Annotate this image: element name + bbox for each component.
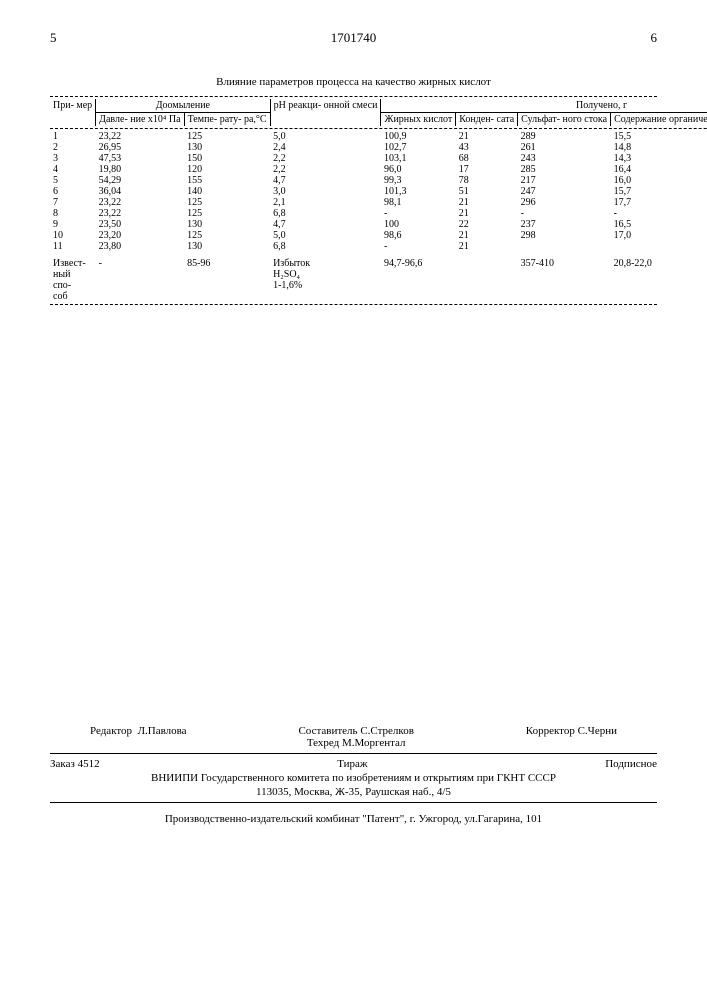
header-temp: Темпе- рату- ра,°С bbox=[184, 113, 270, 127]
known-method-row: Извест- ный спо- соб-85-96Избыток H₂SO₄ … bbox=[50, 252, 707, 302]
header-fatty: Жирных кислот bbox=[381, 113, 456, 127]
publisher-line: Производственно-издательский комбинат "П… bbox=[50, 813, 657, 825]
document-number: 1701740 bbox=[57, 30, 651, 46]
header-group-doomylenie: Доомыление bbox=[96, 99, 270, 113]
table-row: 636,041403,0101,35124715,7183 bbox=[50, 186, 707, 197]
table-row: 347,531502,2103,16824314,3196 bbox=[50, 153, 707, 164]
header-example: При- мер bbox=[50, 99, 96, 126]
table-title: Влияние параметров процесса на качество … bbox=[50, 76, 657, 88]
table-row: 419,801202,296,01728516,4184 bbox=[50, 164, 707, 175]
divider bbox=[50, 753, 657, 754]
header-group-received: Получено, г bbox=[381, 99, 707, 113]
page-right: 6 bbox=[651, 30, 658, 46]
table-row: 554,291554,799,37821716,0182 bbox=[50, 175, 707, 186]
table-row: 723,221252,198,12129617,7176 bbox=[50, 197, 707, 208]
divider bbox=[50, 96, 657, 97]
table-row: 1123,801306,8-21Нет четкого отделе- ния bbox=[50, 241, 707, 252]
page-header: 5 1701740 6 bbox=[50, 30, 657, 46]
header-condensate: Конден- сата bbox=[456, 113, 518, 127]
divider bbox=[50, 304, 657, 305]
footer: Редактор Л.Павлова Составитель С.Стрелко… bbox=[50, 725, 657, 825]
address-line: 113035, Москва, Ж-35, Раушская наб., 4/5 bbox=[50, 786, 657, 798]
table-row: 226,951302,4102,74326114,8194 bbox=[50, 142, 707, 153]
data-table: При- мер Доомыление pH реакци- онной сме… bbox=[50, 99, 707, 302]
table-row: 1023,201255,098,62129817,0180 bbox=[50, 230, 707, 241]
divider bbox=[50, 802, 657, 803]
table-row: 923,501304,71002223716,5183 bbox=[50, 219, 707, 230]
table-row: 123,221255,0100,92128915,5190 bbox=[50, 131, 707, 142]
header-pressure: Давле- ние x10⁴ Па bbox=[96, 113, 184, 127]
editor-block: Редактор Л.Павлова bbox=[90, 725, 187, 749]
table-row: 823,221256,8-21--Нет четкого отделе- ния… bbox=[50, 208, 707, 219]
corrector-block: Корректор С.Черни bbox=[526, 725, 617, 749]
header-organic: Содержание органичес- ких ве- щества в с… bbox=[611, 113, 707, 127]
header-sulfate: Сульфат- ного стока bbox=[518, 113, 611, 127]
center-credits: Составитель С.Стрелков Техред М.Моргента… bbox=[298, 725, 413, 749]
header-ph: pH реакци- онной смеси bbox=[270, 99, 381, 126]
order-line: Заказ 4512 Тираж Подписное bbox=[50, 758, 657, 770]
org-line: ВНИИПИ Государственного комитета по изоб… bbox=[50, 772, 657, 784]
